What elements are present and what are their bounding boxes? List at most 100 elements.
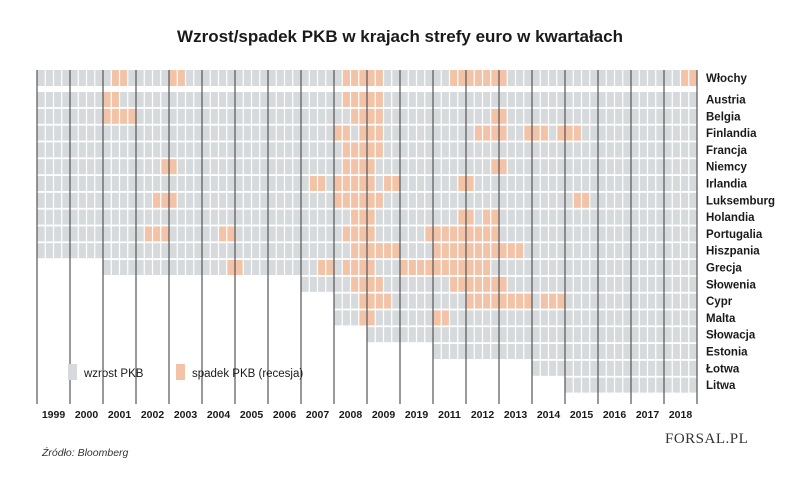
quarter-cell (384, 276, 392, 292)
quarter-cell (483, 176, 491, 191)
quarter-cell (169, 159, 177, 175)
quarter-cell (359, 260, 367, 275)
quarter-cell (318, 159, 326, 175)
quarter-cell (70, 176, 78, 191)
quarter-cell (367, 176, 375, 191)
quarter-cell (384, 92, 392, 107)
quarter-cell (656, 276, 664, 292)
quarter-cell (565, 108, 573, 124)
quarter-cell (681, 327, 689, 343)
quarter-cell (433, 344, 441, 359)
quarter-cell (177, 209, 185, 225)
quarter-cell (417, 293, 425, 309)
quarter-cell (186, 209, 194, 225)
quarter-cell (169, 243, 177, 259)
quarter-cell (367, 159, 375, 175)
quarter-cell (87, 159, 95, 175)
quarter-cell (425, 310, 433, 326)
quarter-cell (62, 226, 70, 242)
quarter-cell (648, 243, 656, 259)
quarter-cell (458, 243, 466, 259)
quarter-cell (598, 142, 606, 158)
quarter-cell (524, 276, 532, 292)
quarter-cell (516, 192, 524, 208)
quarter-cell (235, 125, 243, 141)
quarter-cell (260, 192, 268, 208)
quarter-cell (631, 142, 639, 158)
quarter-cell (689, 377, 697, 393)
quarter-cell (433, 176, 441, 191)
quarter-cell (507, 92, 515, 107)
quarter-cell (450, 209, 458, 225)
quarter-cell (474, 125, 482, 141)
quarter-cell (433, 260, 441, 275)
country-label: Portugalia (706, 229, 763, 241)
quarter-cell (524, 260, 532, 275)
quarter-cell (293, 159, 301, 175)
quarter-cell (359, 209, 367, 225)
quarter-cell (689, 192, 697, 208)
quarter-cell (334, 125, 342, 141)
quarter-cell (656, 209, 664, 225)
quarter-cell (400, 125, 408, 141)
quarter-cell (582, 108, 590, 124)
quarter-cell (54, 125, 62, 141)
quarter-cell (120, 159, 128, 175)
quarter-cell (631, 276, 639, 292)
quarter-cell (557, 260, 565, 275)
quarter-cell (392, 108, 400, 124)
quarter-cell (260, 125, 268, 141)
quarter-cell (474, 209, 482, 225)
quarter-cell (606, 192, 614, 208)
quarter-cell (62, 159, 70, 175)
quarter-cell (507, 327, 515, 343)
quarter-cell (95, 243, 103, 259)
quarter-cell (293, 243, 301, 259)
quarter-cell (491, 70, 499, 86)
country-label: Irlandia (706, 179, 748, 191)
quarter-cell (54, 176, 62, 191)
quarter-cell (326, 260, 334, 275)
quarter-cell (276, 243, 284, 259)
quarter-cell (367, 276, 375, 292)
quarter-cell (466, 260, 474, 275)
quarter-cell (210, 176, 218, 191)
quarter-cell (450, 243, 458, 259)
quarter-cell (392, 243, 400, 259)
quarter-cell (367, 142, 375, 158)
quarter-cell (623, 125, 631, 141)
quarter-cell (441, 226, 449, 242)
quarter-cell (144, 192, 152, 208)
quarter-cell (384, 125, 392, 141)
quarter-cell (103, 108, 111, 124)
quarter-cell (293, 226, 301, 242)
quarter-cell (450, 276, 458, 292)
quarter-cell (227, 159, 235, 175)
quarter-cell (540, 108, 548, 124)
quarter-cell (111, 209, 119, 225)
quarter-cell (144, 92, 152, 107)
quarter-cell (375, 327, 383, 343)
quarter-cell (359, 176, 367, 191)
quarter-cell (417, 159, 425, 175)
quarter-cell (235, 70, 243, 86)
quarter-cell (474, 327, 482, 343)
quarter-cell (136, 125, 144, 141)
quarter-cell (598, 226, 606, 242)
quarter-cell (474, 260, 482, 275)
quarter-cell (689, 125, 697, 141)
quarter-cell (334, 243, 342, 259)
quarter-cell (351, 92, 359, 107)
quarter-cell (54, 92, 62, 107)
quarter-cell (342, 209, 350, 225)
quarter-cell (293, 176, 301, 191)
quarter-cell (516, 142, 524, 158)
quarter-cell (120, 192, 128, 208)
quarter-cell (483, 310, 491, 326)
country-labels: Włochy Austria Belgia Finlandia Francja Niemc… (706, 73, 775, 392)
quarter-cell (392, 142, 400, 158)
quarter-cell (334, 92, 342, 107)
quarter-cell (689, 260, 697, 275)
quarter-cell (309, 92, 317, 107)
quarter-cell (681, 192, 689, 208)
